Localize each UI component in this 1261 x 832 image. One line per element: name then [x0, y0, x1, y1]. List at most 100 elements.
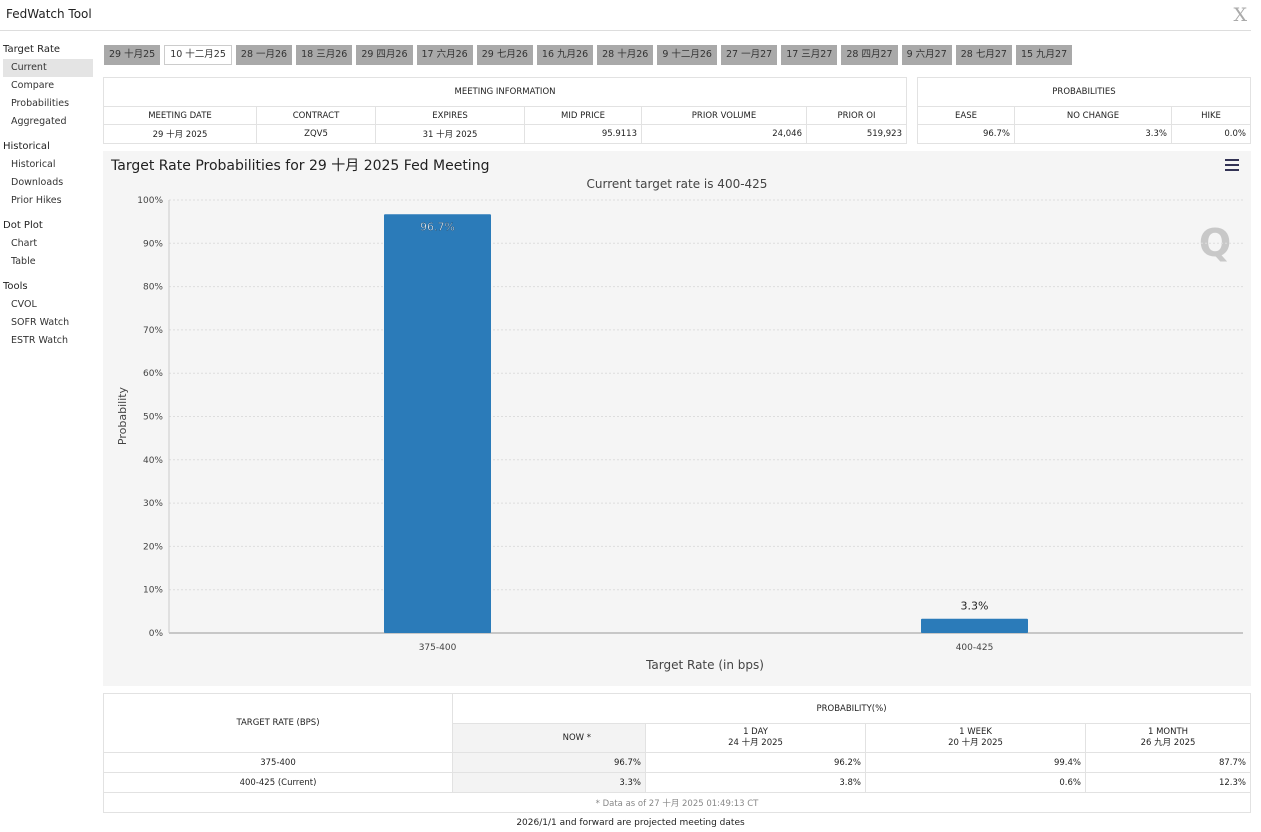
col-now-label: NOW * [562, 733, 591, 743]
x-tick-label: 400-425 [956, 643, 994, 653]
tab-meeting[interactable]: 10 十二月25 [164, 45, 232, 65]
tab-meeting[interactable]: 29 四月26 [356, 45, 413, 65]
close-icon[interactable]: X [1233, 4, 1247, 26]
ease-value: 96.7% [917, 124, 1015, 144]
tab-meeting[interactable]: 29 十月25 [104, 45, 161, 65]
prior-volume-value: 24,046 [641, 124, 807, 144]
y-tick-label: 80% [143, 283, 163, 293]
y-tick-label: 20% [143, 542, 163, 552]
target-rate-header: TARGET RATE (BPS) [103, 693, 453, 753]
sidebar-group-historical: Historical Historical Downloads Prior Hi… [0, 141, 96, 210]
sidebar-group-target-rate: Target Rate Current Compare Probabilitie… [0, 44, 96, 131]
row-value-1week: 99.4% [865, 752, 1086, 773]
y-tick-label: 100% [137, 196, 163, 206]
sidebar-item-table[interactable]: Table [11, 256, 36, 267]
x-axis-label: Target Rate (in bps) [645, 658, 764, 672]
row-rate: 375-400 [103, 752, 453, 773]
sidebar-item-sofr-watch[interactable]: SOFR Watch [11, 317, 70, 328]
sidebar-item-aggregated[interactable]: Aggregated [11, 116, 67, 127]
col-1week: 1 WEEK 20 十月 2025 [865, 723, 1086, 753]
tab-meeting[interactable]: 17 六月26 [416, 45, 473, 65]
sidebar-item-historical[interactable]: Historical [11, 159, 56, 170]
col-date: 20 十月 2025 [948, 738, 1003, 748]
col-date: 26 九月 2025 [1140, 738, 1196, 748]
tab-meeting[interactable]: 27 一月27 [720, 45, 778, 65]
col-header: NO CHANGE [1014, 106, 1172, 125]
col-header: PRIOR VOLUME [641, 106, 807, 125]
tab-meeting[interactable]: 17 三月27 [781, 45, 838, 65]
y-tick-label: 90% [143, 239, 163, 249]
col-label: 1 WEEK [959, 727, 992, 737]
sidebar-item-downloads[interactable]: Downloads [11, 177, 64, 188]
col-header: MID PRICE [524, 106, 642, 125]
meeting-info-title: MEETING INFORMATION [103, 77, 907, 107]
y-tick-label: 30% [143, 499, 163, 509]
contract-value: ZQV5 [256, 124, 376, 144]
sidebar-item-compare[interactable]: Compare [11, 80, 55, 91]
meeting-date-value: 29 十月 2025 [103, 124, 257, 144]
y-tick-label: 0% [149, 629, 164, 639]
tab-meeting[interactable]: 9 六月27 [901, 45, 952, 65]
tab-meeting[interactable]: 18 三月26 [296, 45, 353, 65]
col-header: EXPIRES [375, 106, 525, 125]
col-now: NOW * [452, 723, 646, 753]
y-tick-label: 10% [143, 586, 163, 596]
row-value-1week: 0.6% [865, 772, 1086, 793]
row-value-1day: 96.2% [645, 752, 866, 773]
chart-title: Target Rate Probabilities for 29 十月 2025… [111, 158, 490, 174]
row-value-1month: 87.7% [1085, 752, 1251, 773]
data-label: 3.3% [961, 600, 989, 613]
sidebar: Target Rate Current Compare Probabilitie… [0, 44, 96, 350]
app-title: FedWatch Tool [6, 7, 92, 21]
row-value-now: 3.3% [452, 772, 646, 793]
tab-meeting[interactable]: 16 九月26 [536, 45, 594, 65]
tab-meeting[interactable]: 28 十月26 [597, 45, 654, 65]
sidebar-item-current[interactable]: Current [3, 59, 93, 77]
bar [384, 214, 491, 633]
col-1month: 1 MONTH 26 九月 2025 [1085, 723, 1251, 753]
meeting-info-table: MEETING INFORMATION MEETING DATE CONTRAC… [103, 77, 907, 144]
y-tick-label: 70% [143, 326, 163, 336]
sidebar-item-estr-watch[interactable]: ESTR Watch [11, 335, 69, 346]
title-divider [0, 30, 1251, 31]
chart-panel: Target Rate Probabilities for 29 十月 2025… [103, 151, 1251, 686]
hike-value: 0.0% [1171, 124, 1251, 144]
sidebar-item-cvol[interactable]: CVOL [11, 299, 37, 310]
col-label: 1 DAY [743, 727, 768, 737]
sidebar-group-label: Historical [3, 141, 50, 152]
sidebar-group-dot-plot: Dot Plot Chart Table [0, 220, 96, 271]
data-timestamp-note: * Data as of 27 十月 2025 01:49:13 CT [103, 792, 1251, 813]
col-header: EASE [917, 106, 1015, 125]
row-value-1month: 12.3% [1085, 772, 1251, 793]
y-tick-label: 50% [143, 413, 163, 423]
no-change-value: 3.3% [1014, 124, 1172, 144]
tab-meeting[interactable]: 28 七月27 [955, 45, 1012, 65]
col-header: CONTRACT [256, 106, 376, 125]
tab-meeting[interactable]: 29 七月26 [476, 45, 533, 65]
data-label: 96.7% [420, 220, 455, 233]
sidebar-group-label: Target Rate [3, 44, 61, 55]
title-bar: FedWatch Tool X [0, 0, 1261, 31]
sidebar-item-prior-hikes[interactable]: Prior Hikes [11, 195, 62, 206]
tab-meeting[interactable]: 28 四月27 [841, 45, 898, 65]
projected-dates-note: 2026/1/1 and forward are projected meeti… [516, 818, 745, 828]
col-date: 24 十月 2025 [728, 738, 783, 748]
y-axis-label: Probability [116, 386, 129, 445]
sidebar-item-chart[interactable]: Chart [11, 238, 38, 249]
table-row: 375-400 96.7% 96.2% 99.4% 87.7% [103, 752, 1251, 773]
table-row: 400-425 (Current) 3.3% 3.8% 0.6% 12.3% [103, 772, 1251, 793]
sidebar-item-probabilities[interactable]: Probabilities [11, 98, 70, 109]
probabilities-table: PROBABILITIES EASE NO CHANGE HIKE 96.7% … [917, 77, 1251, 144]
col-1day: 1 DAY 24 十月 2025 [645, 723, 866, 753]
chart-menu-icon[interactable] [1225, 159, 1239, 171]
probabilities-title: PROBABILITIES [917, 77, 1251, 107]
col-header: PRIOR OI [806, 106, 907, 125]
y-tick-label: 40% [143, 456, 163, 466]
tab-meeting[interactable]: 15 九月27 [1015, 45, 1073, 65]
probability-chart: Q 0%10%20%30%40%50%60%70%80%90%100% 96.7… [116, 196, 1243, 672]
meeting-tabs: 29 十月25 10 十二月25 28 一月26 18 三月26 29 四月26… [104, 45, 1076, 65]
tab-meeting[interactable]: 28 一月26 [235, 45, 293, 65]
bar [921, 618, 1028, 633]
tab-meeting[interactable]: 9 十二月26 [657, 45, 717, 65]
sidebar-group-label: Dot Plot [3, 220, 43, 231]
